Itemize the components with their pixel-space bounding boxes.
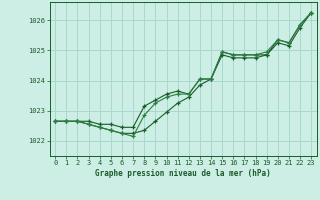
X-axis label: Graphe pression niveau de la mer (hPa): Graphe pression niveau de la mer (hPa) [95,169,271,178]
